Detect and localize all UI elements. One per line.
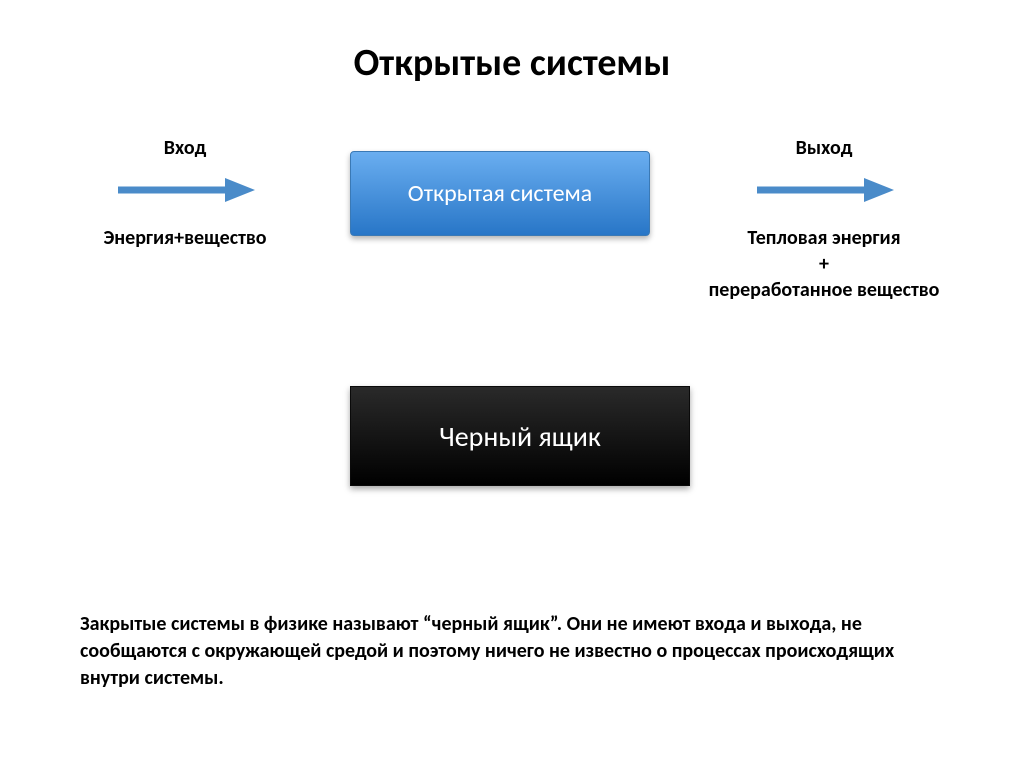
input-label-top: Вход (90, 136, 280, 160)
black-box-label: Черный ящик (439, 419, 601, 454)
output-label-top: Выход (694, 136, 954, 160)
output-label-bottom: Тепловая энергия+переработанное вещество (694, 225, 954, 303)
output-arrow-icon (749, 170, 899, 210)
diagram-container: Вход Энергия+вещество Открытая система В… (70, 126, 954, 406)
footer-text: Закрытые системы в физике называют “черн… (80, 611, 944, 692)
open-system-box: Открытая система (350, 151, 650, 236)
open-system-label: Открытая система (408, 179, 592, 208)
output-block: Выход Тепловая энергия+переработанное ве… (694, 136, 954, 303)
page-title: Открытые системы (70, 40, 954, 86)
black-box: Черный ящик (350, 386, 690, 486)
input-label-bottom: Энергия+вещество (90, 225, 280, 251)
input-block: Вход Энергия+вещество (90, 136, 280, 251)
input-arrow-icon (110, 170, 260, 210)
